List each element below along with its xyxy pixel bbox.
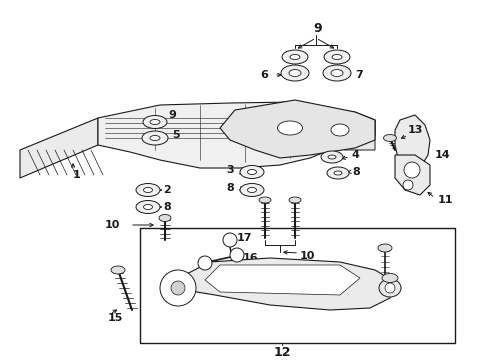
Text: 4: 4 [351, 150, 359, 160]
Ellipse shape [324, 50, 349, 64]
Ellipse shape [378, 279, 400, 297]
Ellipse shape [247, 170, 256, 175]
Ellipse shape [327, 155, 335, 159]
Ellipse shape [136, 201, 160, 213]
Text: 17: 17 [237, 233, 252, 243]
Text: 6: 6 [260, 70, 267, 80]
Ellipse shape [333, 171, 341, 175]
Polygon shape [394, 115, 429, 175]
Text: 2: 2 [163, 185, 170, 195]
Circle shape [229, 248, 244, 262]
Text: 9: 9 [168, 110, 176, 120]
Circle shape [402, 180, 412, 190]
Circle shape [171, 281, 184, 295]
Text: 14: 14 [434, 150, 450, 160]
Ellipse shape [383, 135, 396, 141]
Ellipse shape [330, 69, 342, 77]
Text: 13: 13 [407, 125, 423, 135]
Text: 5: 5 [172, 130, 179, 140]
Polygon shape [20, 118, 98, 178]
Circle shape [198, 256, 212, 270]
Ellipse shape [282, 50, 307, 64]
Ellipse shape [247, 188, 256, 193]
Ellipse shape [142, 131, 168, 145]
Ellipse shape [259, 197, 270, 203]
Ellipse shape [323, 65, 350, 81]
Ellipse shape [143, 188, 152, 193]
Ellipse shape [277, 121, 302, 135]
Bar [140, 228, 454, 343]
Ellipse shape [320, 151, 342, 163]
Ellipse shape [111, 266, 125, 274]
Text: 11: 11 [437, 195, 452, 205]
Polygon shape [319, 112, 374, 150]
Ellipse shape [381, 274, 397, 283]
Circle shape [160, 270, 196, 306]
Ellipse shape [142, 116, 167, 129]
Text: 12: 12 [273, 346, 290, 359]
Polygon shape [220, 100, 374, 158]
Ellipse shape [326, 167, 348, 179]
Text: 3: 3 [226, 165, 234, 175]
Ellipse shape [240, 184, 264, 197]
Ellipse shape [288, 197, 301, 203]
Polygon shape [175, 258, 394, 310]
Text: 8: 8 [351, 167, 359, 177]
Ellipse shape [289, 54, 299, 59]
Text: 8: 8 [226, 183, 234, 193]
Ellipse shape [240, 166, 264, 179]
Text: 1: 1 [73, 170, 81, 180]
Polygon shape [204, 265, 359, 295]
Text: 7: 7 [354, 70, 362, 80]
Circle shape [384, 283, 394, 293]
Text: 10: 10 [299, 251, 315, 261]
Ellipse shape [136, 184, 160, 197]
Ellipse shape [331, 54, 341, 59]
Ellipse shape [150, 135, 160, 140]
Ellipse shape [150, 120, 160, 125]
Polygon shape [98, 102, 374, 168]
Circle shape [403, 162, 419, 178]
Ellipse shape [288, 69, 301, 77]
Text: 8: 8 [163, 202, 170, 212]
Text: 15: 15 [108, 313, 123, 323]
Text: 16: 16 [243, 253, 258, 263]
Ellipse shape [281, 65, 308, 81]
Ellipse shape [143, 204, 152, 210]
Text: 9: 9 [312, 22, 321, 35]
Ellipse shape [377, 244, 391, 252]
Text: 10: 10 [104, 220, 120, 230]
Ellipse shape [330, 124, 348, 136]
Circle shape [223, 233, 237, 247]
Polygon shape [394, 155, 429, 195]
Ellipse shape [159, 215, 171, 221]
